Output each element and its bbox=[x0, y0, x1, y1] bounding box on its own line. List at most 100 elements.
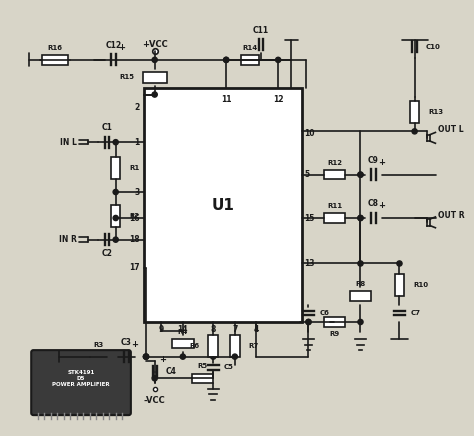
Circle shape bbox=[152, 376, 157, 381]
Text: 8: 8 bbox=[210, 325, 216, 334]
Text: C6: C6 bbox=[319, 310, 329, 316]
Bar bbox=[395, 274, 404, 296]
Text: 2: 2 bbox=[134, 103, 139, 112]
Text: R7: R7 bbox=[248, 343, 258, 349]
Circle shape bbox=[113, 140, 118, 145]
Text: R2: R2 bbox=[129, 213, 139, 219]
Bar bbox=[410, 101, 419, 123]
Bar bbox=[230, 335, 239, 357]
Text: +: + bbox=[131, 340, 138, 349]
Circle shape bbox=[152, 57, 157, 62]
Text: OUT L: OUT L bbox=[438, 125, 464, 134]
Text: R4: R4 bbox=[178, 329, 188, 334]
Text: R11: R11 bbox=[327, 203, 342, 209]
Text: -VCC: -VCC bbox=[144, 395, 165, 405]
Circle shape bbox=[210, 354, 216, 359]
Text: +: + bbox=[159, 355, 166, 364]
Text: +: + bbox=[378, 201, 385, 211]
Bar bbox=[172, 339, 194, 348]
Text: R8: R8 bbox=[356, 281, 365, 287]
Text: 16: 16 bbox=[129, 214, 139, 222]
Text: R14: R14 bbox=[242, 45, 258, 51]
Bar bbox=[209, 335, 218, 357]
Text: IN R: IN R bbox=[59, 235, 77, 244]
Text: C3: C3 bbox=[121, 338, 132, 347]
Text: C7: C7 bbox=[410, 310, 420, 316]
Text: C2: C2 bbox=[101, 249, 112, 259]
Text: R5: R5 bbox=[197, 363, 208, 369]
Text: 17: 17 bbox=[129, 263, 139, 272]
Circle shape bbox=[113, 189, 118, 194]
Circle shape bbox=[397, 261, 402, 266]
Circle shape bbox=[358, 215, 363, 221]
Text: R1: R1 bbox=[129, 165, 139, 171]
Text: R12: R12 bbox=[327, 160, 342, 166]
Text: IN L: IN L bbox=[60, 138, 77, 146]
Text: 1: 1 bbox=[134, 138, 139, 146]
Text: R15: R15 bbox=[119, 74, 134, 80]
Bar bbox=[111, 205, 120, 227]
Text: 3: 3 bbox=[134, 187, 139, 197]
Text: +VCC: +VCC bbox=[142, 40, 168, 49]
Text: OUT R: OUT R bbox=[438, 211, 465, 220]
Text: C12: C12 bbox=[106, 41, 122, 50]
Circle shape bbox=[113, 237, 118, 242]
Text: 4: 4 bbox=[254, 325, 259, 334]
Circle shape bbox=[224, 57, 229, 62]
Text: R10: R10 bbox=[413, 282, 428, 288]
Bar bbox=[241, 55, 259, 65]
Circle shape bbox=[144, 354, 149, 359]
Bar bbox=[191, 374, 213, 383]
Text: 11: 11 bbox=[221, 95, 231, 103]
Circle shape bbox=[358, 320, 363, 324]
Bar bbox=[111, 157, 120, 179]
Circle shape bbox=[358, 215, 363, 221]
Bar bbox=[324, 213, 345, 223]
Bar bbox=[42, 55, 68, 65]
Circle shape bbox=[306, 320, 311, 324]
Bar bbox=[324, 170, 345, 180]
Text: C4: C4 bbox=[165, 367, 176, 376]
Circle shape bbox=[144, 354, 149, 359]
Circle shape bbox=[152, 92, 157, 97]
Text: C1: C1 bbox=[101, 123, 112, 133]
Bar bbox=[90, 352, 107, 361]
Text: R3: R3 bbox=[93, 341, 103, 347]
Text: R13: R13 bbox=[428, 109, 443, 115]
Text: +: + bbox=[118, 43, 125, 52]
Text: 12: 12 bbox=[273, 95, 283, 103]
Text: 10: 10 bbox=[304, 129, 315, 138]
Circle shape bbox=[358, 172, 363, 177]
Text: STK4191
D5
POWER AMPLIFIER: STK4191 D5 POWER AMPLIFIER bbox=[52, 370, 110, 387]
Text: 14: 14 bbox=[178, 325, 188, 334]
Text: 9: 9 bbox=[159, 325, 164, 334]
Circle shape bbox=[358, 261, 363, 266]
Text: C10: C10 bbox=[426, 44, 440, 50]
Circle shape bbox=[144, 354, 149, 359]
Text: C5: C5 bbox=[224, 364, 234, 371]
Bar bbox=[144, 88, 302, 322]
Circle shape bbox=[358, 172, 363, 177]
Text: 13: 13 bbox=[304, 259, 315, 268]
Bar bbox=[350, 291, 371, 301]
Circle shape bbox=[113, 215, 118, 221]
Circle shape bbox=[180, 354, 185, 359]
FancyBboxPatch shape bbox=[31, 350, 131, 415]
Circle shape bbox=[224, 57, 229, 62]
Text: 15: 15 bbox=[304, 214, 315, 222]
Text: R16: R16 bbox=[47, 45, 63, 51]
Text: 7: 7 bbox=[232, 325, 237, 334]
Text: +: + bbox=[378, 158, 385, 167]
Circle shape bbox=[275, 57, 281, 62]
Text: C11: C11 bbox=[253, 26, 269, 35]
Circle shape bbox=[232, 354, 237, 359]
Text: R9: R9 bbox=[329, 331, 339, 337]
Text: C9: C9 bbox=[368, 156, 379, 165]
Text: 5: 5 bbox=[304, 170, 309, 179]
Text: U1: U1 bbox=[211, 198, 234, 212]
Bar bbox=[324, 317, 345, 327]
Circle shape bbox=[306, 320, 311, 324]
Bar bbox=[143, 72, 166, 82]
Circle shape bbox=[412, 129, 417, 134]
Text: 18: 18 bbox=[129, 235, 139, 244]
